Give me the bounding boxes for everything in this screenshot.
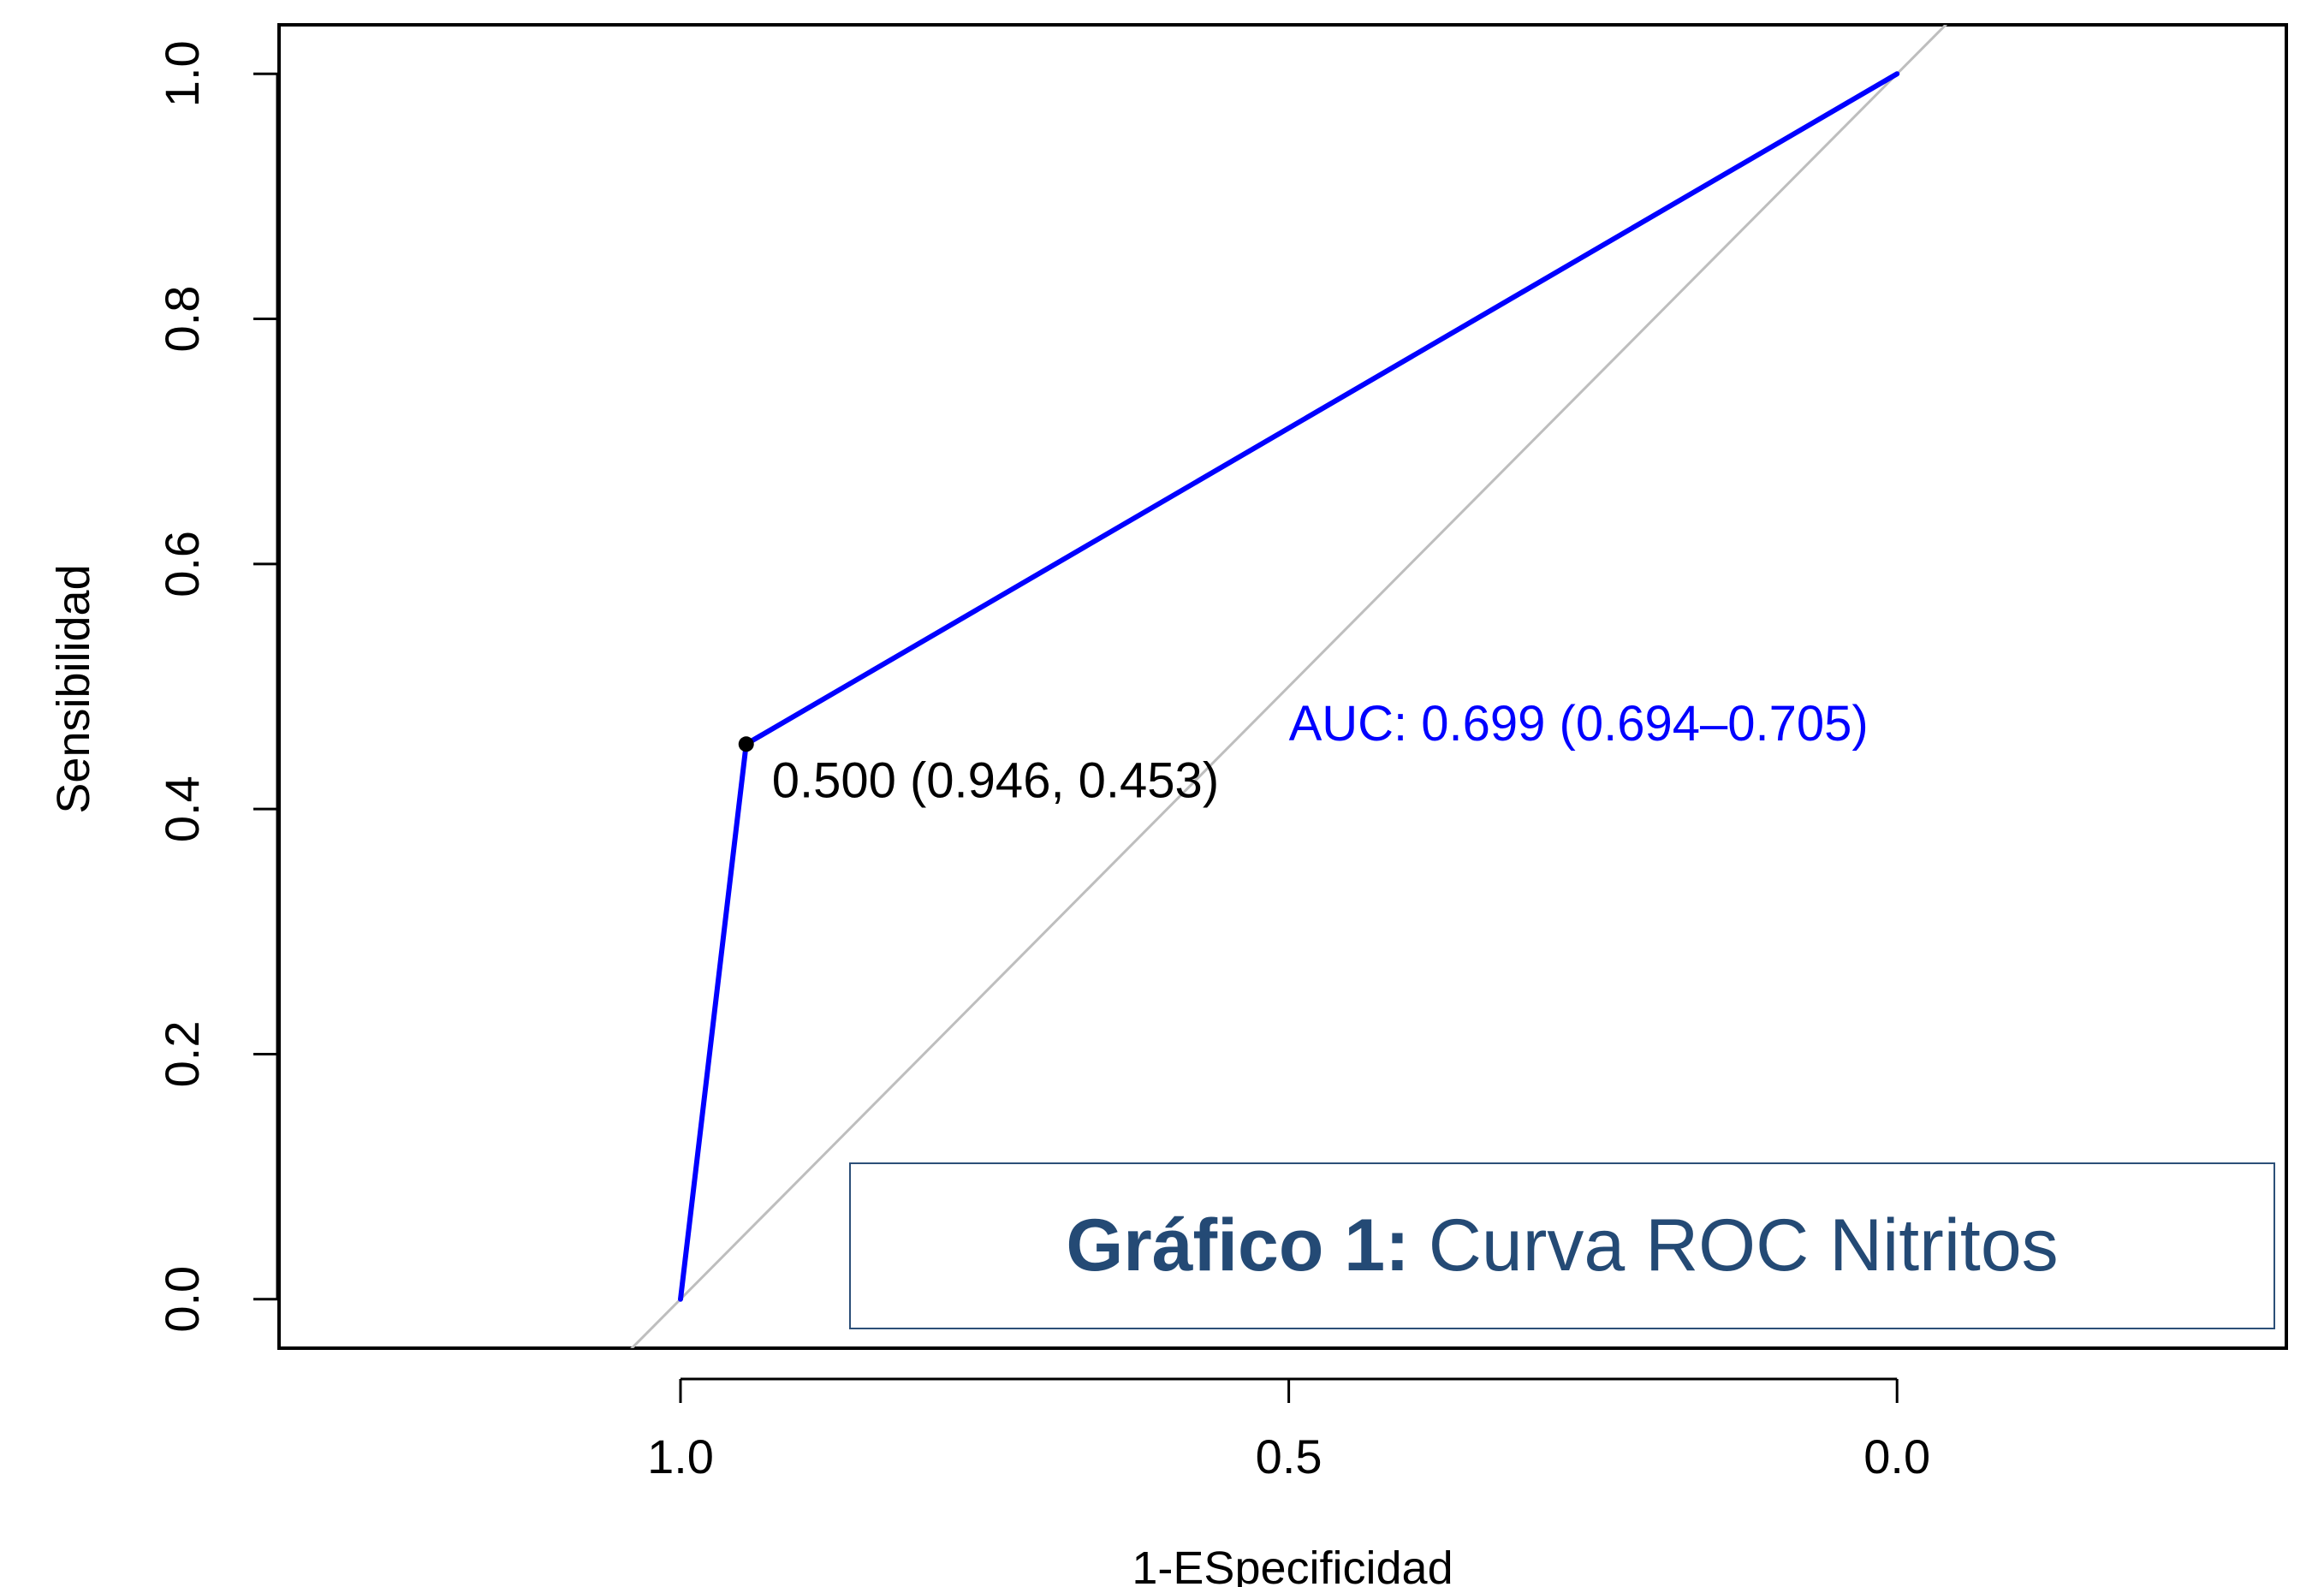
auc-annotation: AUC: 0.699 (0.694–0.705) <box>1289 696 1869 752</box>
plot-frame <box>277 23 2288 1350</box>
threshold-point-label: 0.500 (0.946, 0.453) <box>772 752 1219 808</box>
y-axis-title: Sensibilidad <box>48 564 99 813</box>
caption-bold: Gráfico 1: <box>1066 1204 1410 1287</box>
chart-caption: Gráfico 1: Curva ROC Nitritos <box>849 1162 2275 1329</box>
y-tick-label: 0.6 <box>155 531 209 597</box>
x-tick-label: 0.5 <box>1256 1429 1322 1483</box>
reference-diagonal <box>630 25 1948 1348</box>
x-tick-label: 1.0 <box>647 1429 714 1483</box>
y-tick-label: 0.0 <box>155 1266 209 1333</box>
x-axis-title: 1-ESpecificidad <box>1132 1542 1453 1587</box>
caption-text: Curva ROC Nitritos <box>1428 1204 2059 1287</box>
y-tick-label: 0.2 <box>155 1021 209 1088</box>
y-tick-label: 1.0 <box>155 40 209 107</box>
y-tick-label: 0.4 <box>155 776 209 842</box>
threshold-point <box>738 736 754 752</box>
x-tick-label: 0.0 <box>1863 1429 1930 1483</box>
y-tick-label: 0.8 <box>155 286 209 353</box>
